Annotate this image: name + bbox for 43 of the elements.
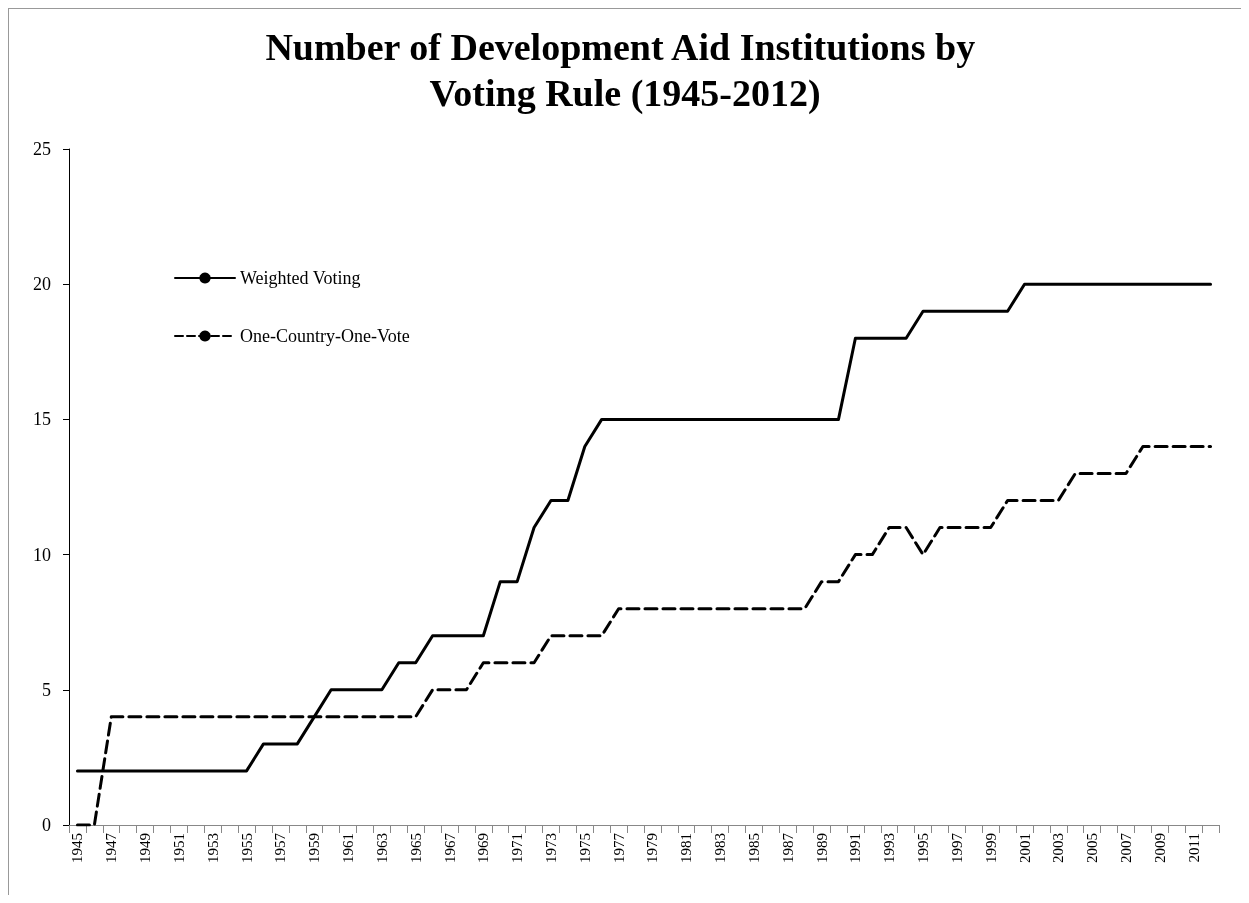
y-tick-label: 25 — [33, 139, 51, 159]
x-tick-label: 1975 — [576, 833, 593, 863]
x-tick-label: 1953 — [204, 833, 221, 863]
x-tick-label: 1947 — [103, 832, 120, 863]
x-tick-label: 2003 — [1050, 833, 1067, 863]
x-tick-label: 1985 — [745, 833, 762, 863]
chart-title: Number of Development Aid Institutions by Voting Rule (1945-2012) — [265, 26, 985, 115]
x-tick-label: 2001 — [1016, 833, 1033, 863]
x-tick-label: 1945 — [69, 833, 86, 863]
legend-label: One-Country-One-Vote — [240, 326, 410, 346]
x-tick-label: 1949 — [137, 833, 154, 863]
x-tick-label: 1973 — [542, 833, 559, 863]
x-tick-label: 1957 — [272, 832, 289, 863]
x-tick-label: 1993 — [881, 833, 898, 863]
x-tick-label: 1977 — [610, 832, 627, 863]
x-tick-label: 1979 — [644, 833, 661, 863]
x-tick-label: 1971 — [509, 833, 526, 863]
x-tick-label: 1997 — [948, 832, 965, 863]
y-tick-label: 20 — [33, 274, 51, 295]
x-tick-label: 1995 — [915, 833, 932, 863]
x-tick-label: 1989 — [813, 833, 830, 863]
x-tick-label: 1965 — [407, 833, 424, 863]
x-tick-label: 1955 — [238, 833, 255, 863]
x-tick-label: 2011 — [1185, 833, 1202, 863]
y-tick-label: 10 — [33, 544, 51, 565]
x-tick-label: 2009 — [1151, 833, 1168, 863]
x-tick-label: 2007 — [1117, 832, 1134, 863]
x-tick-label: 1987 — [779, 832, 796, 863]
legend-label: Weighted Voting — [240, 268, 361, 288]
x-tick-label: 1963 — [373, 833, 390, 863]
x-tick-label: 1981 — [678, 833, 695, 863]
y-tick-label: 15 — [33, 409, 51, 430]
x-tick-label: 1991 — [847, 833, 864, 863]
x-tick-label: 1959 — [306, 833, 323, 863]
x-tick-label: 1983 — [712, 833, 729, 863]
x-tick-label: 1967 — [441, 832, 458, 863]
y-tick-label: 5 — [42, 679, 51, 700]
y-tick-label: 0 — [42, 815, 51, 835]
x-tick-label: 1999 — [982, 833, 999, 863]
x-tick-label: 1951 — [170, 833, 187, 863]
x-tick-label: 1969 — [475, 833, 492, 863]
x-tick-label: 1961 — [340, 833, 357, 863]
x-tick-label: 2005 — [1084, 833, 1101, 863]
